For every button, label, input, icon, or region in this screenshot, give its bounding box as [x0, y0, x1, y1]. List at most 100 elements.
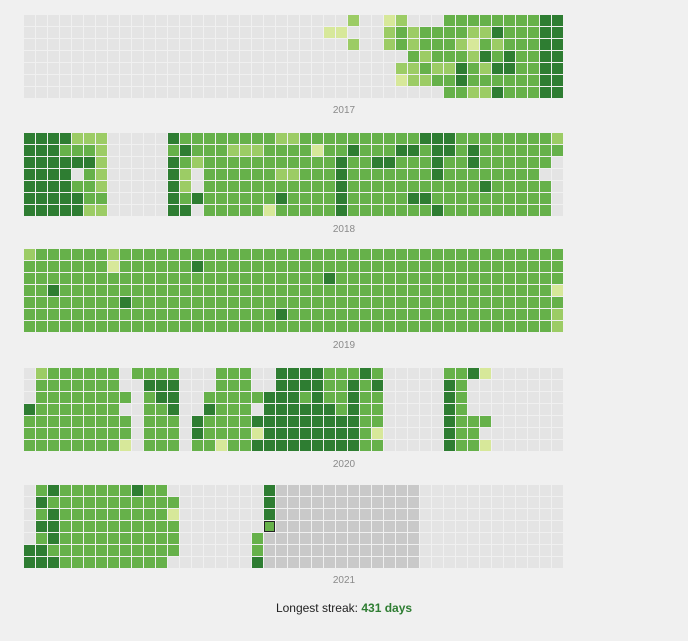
day-cell[interactable]: [276, 133, 287, 144]
day-cell[interactable]: [84, 321, 95, 332]
day-cell[interactable]: [348, 63, 359, 74]
day-cell[interactable]: [372, 51, 383, 62]
day-cell[interactable]: [156, 416, 167, 427]
day-cell[interactable]: [264, 181, 275, 192]
day-cell[interactable]: [528, 380, 539, 391]
day-cell[interactable]: [432, 545, 443, 556]
day-cell[interactable]: [480, 145, 491, 156]
day-cell[interactable]: [480, 485, 491, 496]
day-cell[interactable]: [192, 404, 203, 415]
day-cell[interactable]: [504, 157, 515, 168]
day-cell[interactable]: [36, 87, 47, 98]
day-cell[interactable]: [108, 181, 119, 192]
day-cell[interactable]: [276, 205, 287, 216]
day-cell[interactable]: [216, 205, 227, 216]
day-cell[interactable]: [300, 181, 311, 192]
day-cell[interactable]: [360, 193, 371, 204]
day-cell[interactable]: [528, 15, 539, 26]
day-cell[interactable]: [396, 205, 407, 216]
day-cell[interactable]: [312, 63, 323, 74]
day-cell[interactable]: [168, 309, 179, 320]
day-cell[interactable]: [252, 497, 263, 508]
day-cell[interactable]: [480, 557, 491, 568]
day-cell[interactable]: [36, 169, 47, 180]
day-cell[interactable]: [540, 509, 551, 520]
day-cell[interactable]: [336, 169, 347, 180]
day-cell[interactable]: [444, 321, 455, 332]
day-cell[interactable]: [300, 404, 311, 415]
day-cell[interactable]: [468, 497, 479, 508]
day-cell[interactable]: [156, 133, 167, 144]
day-cell[interactable]: [420, 545, 431, 556]
day-cell[interactable]: [180, 557, 191, 568]
day-cell[interactable]: [384, 521, 395, 532]
day-cell[interactable]: [324, 297, 335, 308]
day-cell[interactable]: [228, 193, 239, 204]
day-cell[interactable]: [408, 273, 419, 284]
day-cell[interactable]: [48, 193, 59, 204]
day-cell[interactable]: [180, 87, 191, 98]
day-cell[interactable]: [96, 557, 107, 568]
day-cell[interactable]: [528, 249, 539, 260]
day-cell[interactable]: [312, 285, 323, 296]
day-cell[interactable]: [252, 309, 263, 320]
day-cell[interactable]: [84, 193, 95, 204]
day-cell[interactable]: [324, 87, 335, 98]
day-cell[interactable]: [48, 380, 59, 391]
day-cell[interactable]: [96, 27, 107, 38]
day-cell[interactable]: [312, 87, 323, 98]
day-cell[interactable]: [132, 63, 143, 74]
day-cell[interactable]: [420, 169, 431, 180]
day-cell[interactable]: [108, 521, 119, 532]
day-cell[interactable]: [348, 440, 359, 451]
day-cell[interactable]: [288, 193, 299, 204]
day-cell[interactable]: [180, 261, 191, 272]
day-cell[interactable]: [504, 51, 515, 62]
day-cell[interactable]: [336, 273, 347, 284]
day-cell[interactable]: [312, 440, 323, 451]
day-cell[interactable]: [252, 368, 263, 379]
day-cell[interactable]: [372, 428, 383, 439]
day-cell[interactable]: [456, 509, 467, 520]
day-cell[interactable]: [312, 133, 323, 144]
day-cell[interactable]: [384, 545, 395, 556]
day-cell[interactable]: [132, 39, 143, 50]
day-cell[interactable]: [540, 521, 551, 532]
day-cell[interactable]: [72, 321, 83, 332]
day-cell[interactable]: [456, 193, 467, 204]
day-cell[interactable]: [72, 404, 83, 415]
day-cell[interactable]: [132, 297, 143, 308]
day-cell[interactable]: [552, 75, 563, 86]
day-cell[interactable]: [492, 273, 503, 284]
day-cell[interactable]: [228, 440, 239, 451]
day-cell[interactable]: [180, 380, 191, 391]
day-cell[interactable]: [384, 392, 395, 403]
day-cell[interactable]: [192, 15, 203, 26]
day-cell[interactable]: [324, 557, 335, 568]
day-cell[interactable]: [276, 87, 287, 98]
day-cell[interactable]: [408, 404, 419, 415]
day-cell[interactable]: [336, 133, 347, 144]
day-cell[interactable]: [312, 404, 323, 415]
day-cell[interactable]: [24, 440, 35, 451]
day-cell[interactable]: [312, 309, 323, 320]
day-cell[interactable]: [492, 181, 503, 192]
day-cell[interactable]: [288, 428, 299, 439]
day-cell[interactable]: [60, 309, 71, 320]
day-cell[interactable]: [36, 249, 47, 260]
day-cell[interactable]: [480, 497, 491, 508]
day-cell[interactable]: [468, 392, 479, 403]
day-cell[interactable]: [156, 392, 167, 403]
day-cell[interactable]: [252, 133, 263, 144]
day-cell[interactable]: [276, 273, 287, 284]
day-cell[interactable]: [480, 39, 491, 50]
day-cell[interactable]: [144, 205, 155, 216]
day-cell[interactable]: [60, 533, 71, 544]
day-cell[interactable]: [456, 368, 467, 379]
day-cell[interactable]: [528, 39, 539, 50]
day-cell[interactable]: [36, 521, 47, 532]
day-cell[interactable]: [168, 297, 179, 308]
day-cell[interactable]: [444, 509, 455, 520]
day-cell[interactable]: [528, 87, 539, 98]
day-cell[interactable]: [72, 51, 83, 62]
